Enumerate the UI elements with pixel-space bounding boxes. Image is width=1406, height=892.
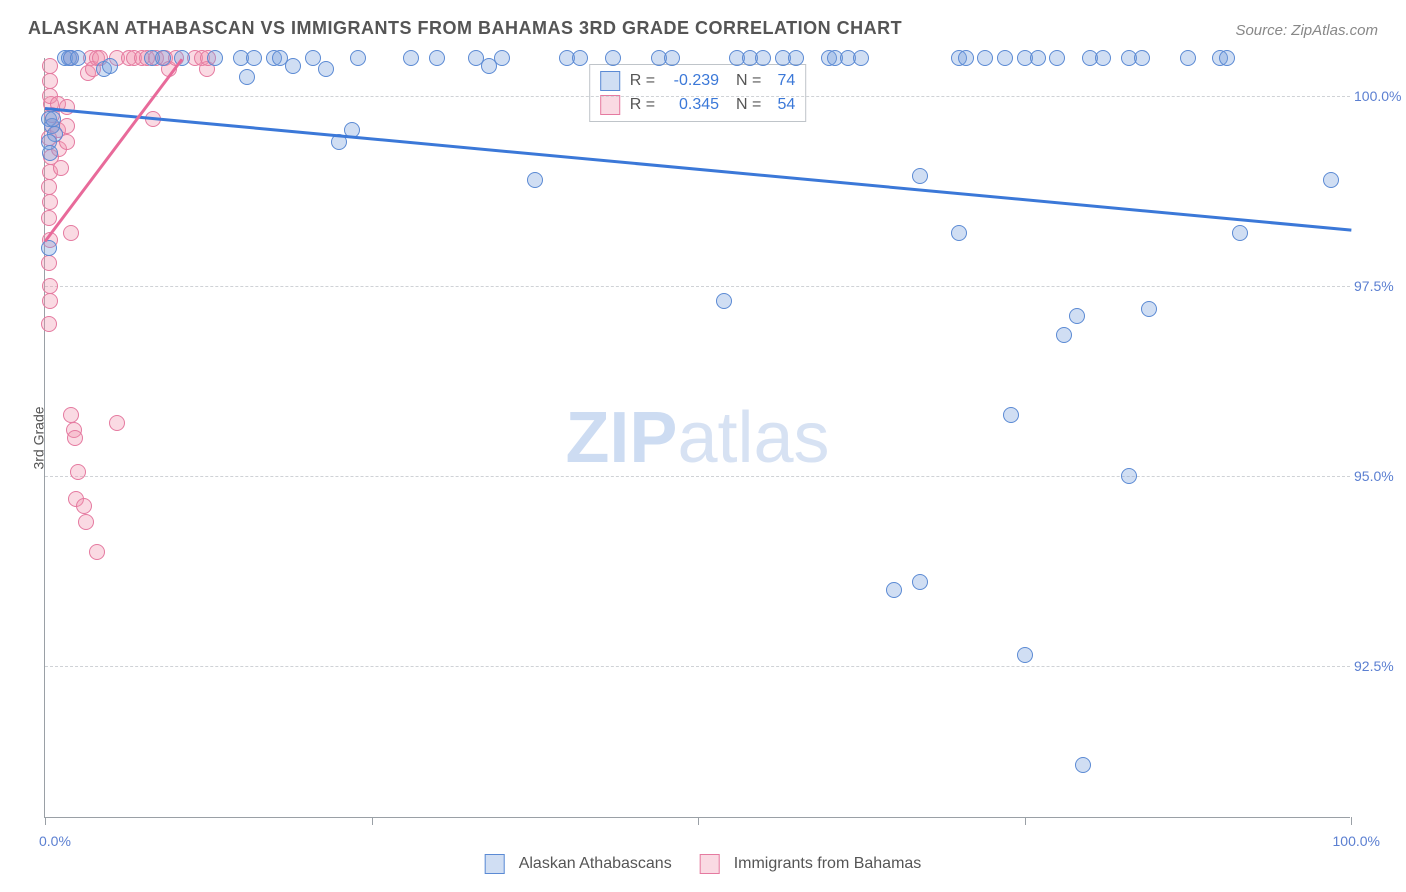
pink-point xyxy=(63,225,79,241)
blue-point xyxy=(1056,327,1072,343)
swatch-blue-icon xyxy=(485,854,505,874)
blue-point xyxy=(1017,647,1033,663)
chart-title: ALASKAN ATHABASCAN VS IMMIGRANTS FROM BA… xyxy=(28,18,902,39)
y-tick-label: 100.0% xyxy=(1354,88,1406,104)
y-tick-label: 92.5% xyxy=(1354,658,1406,674)
blue-point xyxy=(716,293,732,309)
blue-point xyxy=(318,61,334,77)
blue-point xyxy=(429,50,445,66)
pink-point xyxy=(53,160,69,176)
blue-point xyxy=(664,50,680,66)
blue-point xyxy=(239,69,255,85)
blue-point xyxy=(912,574,928,590)
blue-point xyxy=(45,111,61,127)
blue-point xyxy=(1003,407,1019,423)
blue-point xyxy=(977,50,993,66)
blue-point xyxy=(1141,301,1157,317)
y-tick-label: 97.5% xyxy=(1354,278,1406,294)
pink-point xyxy=(70,464,86,480)
pink-point xyxy=(42,293,58,309)
blue-point xyxy=(1180,50,1196,66)
x-axis-label-left: 0.0% xyxy=(39,833,71,849)
pink-point xyxy=(67,430,83,446)
blue-point xyxy=(1219,50,1235,66)
pink-point xyxy=(76,498,92,514)
blue-point xyxy=(494,50,510,66)
pink-point xyxy=(42,278,58,294)
legend-item-2: Immigrants from Bahamas xyxy=(700,854,922,874)
blue-point xyxy=(1069,308,1085,324)
legend: Alaskan Athabascans Immigrants from Baha… xyxy=(485,854,922,874)
blue-point xyxy=(958,50,974,66)
stats-box: R = -0.239 N = 74 R = 0.345 N = 54 xyxy=(589,64,807,122)
blue-point xyxy=(755,50,771,66)
pink-point xyxy=(41,316,57,332)
x-tick xyxy=(1025,817,1026,825)
swatch-blue-icon xyxy=(600,71,620,91)
pink-point xyxy=(42,194,58,210)
gridline xyxy=(45,666,1350,667)
x-tick xyxy=(372,817,373,825)
x-tick xyxy=(698,817,699,825)
blue-point xyxy=(305,50,321,66)
pink-point xyxy=(41,210,57,226)
pink-point xyxy=(42,73,58,89)
pink-point xyxy=(41,255,57,271)
gridline xyxy=(45,476,1350,477)
pink-point xyxy=(109,415,125,431)
blue-point xyxy=(1075,757,1091,773)
pink-point xyxy=(41,179,57,195)
blue-point xyxy=(912,168,928,184)
blue-point xyxy=(1134,50,1150,66)
watermark: ZIPatlas xyxy=(565,397,829,479)
blue-point xyxy=(951,225,967,241)
blue-point xyxy=(102,58,118,74)
blue-point xyxy=(1232,225,1248,241)
blue-point xyxy=(1323,172,1339,188)
swatch-pink-icon xyxy=(700,854,720,874)
gridline xyxy=(45,96,1350,97)
blue-point xyxy=(246,50,262,66)
blue-point xyxy=(403,50,419,66)
blue-point xyxy=(572,50,588,66)
blue-point xyxy=(41,240,57,256)
blue-point xyxy=(1095,50,1111,66)
blue-point xyxy=(285,58,301,74)
pink-point xyxy=(59,99,75,115)
y-axis-title: 3rd Grade xyxy=(31,406,47,469)
stats-row-1: R = -0.239 N = 74 xyxy=(600,69,796,93)
blue-point xyxy=(70,50,86,66)
blue-point xyxy=(1121,468,1137,484)
x-axis-label-right: 100.0% xyxy=(1333,833,1380,849)
regression-line-blue xyxy=(45,107,1351,232)
blue-point xyxy=(1049,50,1065,66)
pink-point xyxy=(42,58,58,74)
blue-point xyxy=(350,50,366,66)
blue-point xyxy=(886,582,902,598)
blue-point xyxy=(527,172,543,188)
swatch-pink-icon xyxy=(600,95,620,115)
blue-point xyxy=(207,50,223,66)
blue-point xyxy=(853,50,869,66)
x-tick xyxy=(45,817,46,825)
legend-item-1: Alaskan Athabascans xyxy=(485,854,672,874)
scatter-plot: 3rd Grade ZIPatlas R = -0.239 N = 74 R =… xyxy=(44,58,1350,818)
blue-point xyxy=(605,50,621,66)
blue-point xyxy=(1030,50,1046,66)
pink-point xyxy=(89,544,105,560)
source-label: Source: ZipAtlas.com xyxy=(1235,22,1378,39)
pink-point xyxy=(63,407,79,423)
pink-point xyxy=(78,514,94,530)
blue-point xyxy=(997,50,1013,66)
gridline xyxy=(45,286,1350,287)
x-tick xyxy=(1351,817,1352,825)
y-tick-label: 95.0% xyxy=(1354,468,1406,484)
blue-point xyxy=(42,145,58,161)
blue-point xyxy=(788,50,804,66)
blue-point xyxy=(155,50,171,66)
